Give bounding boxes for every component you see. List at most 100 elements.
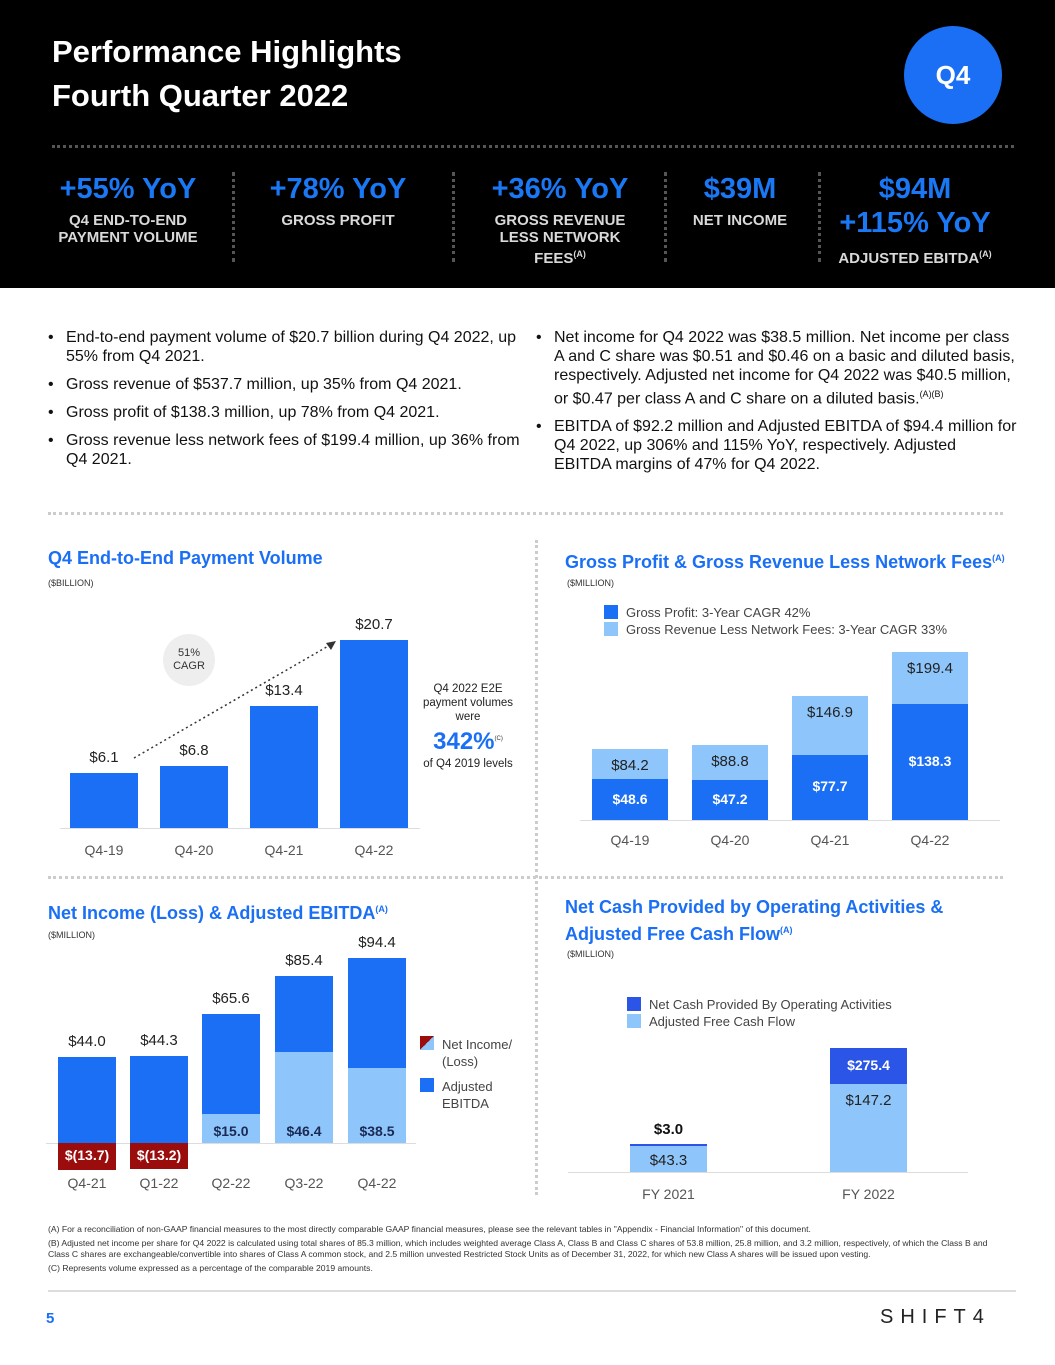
- footnote: (B) Adjusted net income per share for Q4…: [48, 1238, 988, 1259]
- baseline: [46, 1143, 416, 1144]
- chart-title-net-income: Net Income (Loss) & Adjusted EBITDA(A): [48, 903, 388, 923]
- bullet: Net income for Q4 2022 was $38.5 million…: [532, 328, 1017, 408]
- quarter-badge: Q4: [904, 26, 1002, 124]
- baseline: [568, 1172, 968, 1173]
- gross-profit-label: $47.2: [712, 791, 748, 808]
- divider: [535, 540, 538, 1195]
- kpi-gross-revenue: +36% YoY GROSS REVENUE LESS NETWORK FEES(…: [491, 173, 629, 267]
- kpi-gross-profit: +78% YoY GROSS PROFIT: [269, 173, 407, 229]
- x-tick-label: Q4-20: [710, 832, 750, 848]
- bar-net-cash: [830, 1047, 907, 1084]
- bar-gross-profit: [592, 779, 668, 820]
- bar-net-income: [348, 1067, 406, 1143]
- bar-gross-profit: [792, 754, 868, 820]
- bullets-left: End-to-end payment volume of $20.7 billi…: [44, 328, 524, 478]
- footnote: (A) For a reconciliation of non-GAAP fin…: [48, 1224, 811, 1234]
- bullet: Gross revenue less network fees of $199.…: [44, 431, 524, 469]
- legend: Net Income/ (Loss) Adjusted EBITDA: [420, 1036, 520, 1112]
- chart-unit: ($MILLION): [48, 930, 96, 940]
- bar-Q4-20: [160, 766, 228, 828]
- gross-revenue-label: $199.4: [907, 660, 953, 678]
- bullet: Gross profit of $138.3 million, up 78% f…: [44, 403, 524, 422]
- x-tick-label: Q4-22: [357, 1175, 397, 1191]
- ebitda-label: $44.0: [68, 1032, 106, 1050]
- divider: [48, 876, 1003, 879]
- legend-net-cash: Net Cash Provided By Operating Activitie…: [627, 996, 892, 1013]
- footnotes: (A) For a reconciliation of non-GAAP fin…: [48, 1224, 1008, 1277]
- net-cash-label: $275.4: [847, 1056, 890, 1073]
- x-tick-label: Q4-22: [354, 842, 394, 858]
- chart-unit: ($MILLION): [567, 949, 615, 959]
- header-banner: Performance Highlights Fourth Quarter 202…: [0, 0, 1055, 288]
- net-cash-label: $3.0: [653, 1121, 684, 1139]
- divider: [232, 172, 235, 262]
- x-tick-label: FY 2022: [842, 1186, 895, 1202]
- ebitda-label: $65.6: [212, 990, 250, 1008]
- x-tick-label: Q4-20: [174, 842, 214, 858]
- bar-Q4-21: [250, 706, 318, 828]
- chart-unit: ($MILLION): [567, 578, 615, 588]
- page-number: 5: [46, 1310, 55, 1327]
- bullet: Gross revenue of $537.7 million, up 35% …: [44, 375, 524, 394]
- x-tick-label: Q1-22: [139, 1175, 179, 1191]
- divider: [818, 172, 821, 262]
- net-income-label: $46.4: [286, 1123, 322, 1139]
- x-tick-label: Q4-22: [910, 832, 950, 848]
- chart-title-gross-profit: Gross Profit & Gross Revenue Less Networ…: [565, 552, 1005, 572]
- x-tick-label: Q3-22: [284, 1175, 324, 1191]
- gross-profit-label: $48.6: [612, 790, 648, 807]
- bullets-right: Net income for Q4 2022 was $38.5 million…: [532, 328, 1017, 483]
- kpi-adjusted-ebitda: $94M +115% YoY ADJUSTED EBITDA(A): [838, 173, 992, 267]
- bar-net-loss: [130, 1143, 188, 1169]
- chart-title-e2e: Q4 End-to-End Payment Volume: [48, 548, 323, 568]
- divider: [52, 145, 1014, 148]
- legend-fcf: Adjusted Free Cash Flow: [627, 1013, 892, 1030]
- x-tick-label: FY 2021: [642, 1186, 695, 1202]
- legend-gross-profit: Gross Profit: 3-Year CAGR 42%: [604, 604, 947, 621]
- ebitda-label: $44.3: [140, 1032, 178, 1050]
- kpi-net-income: $39M NET INCOME: [692, 173, 788, 229]
- bar-net-income: [275, 1052, 333, 1143]
- gross-profit-label: $138.3: [908, 752, 952, 769]
- data-label: $13.4: [265, 682, 303, 700]
- net-income-label: $15.0: [213, 1123, 249, 1139]
- net-income-label: $(13.7): [64, 1147, 110, 1163]
- bar-Q4-19: [70, 772, 138, 828]
- bar-adjusted-ebitda: [58, 1056, 116, 1143]
- legend-net-income: Net Income/ (Loss): [420, 1036, 520, 1070]
- bar-net-loss: [58, 1143, 116, 1170]
- ebitda-label: $85.4: [285, 951, 323, 969]
- chart-unit: ($BILLION): [48, 578, 94, 588]
- bar-Q4-22: [340, 640, 408, 828]
- net-income-label: $(13.2): [136, 1147, 182, 1163]
- legend-adjusted-ebitda: Adjusted EBITDA: [420, 1078, 520, 1112]
- legend: Gross Profit: 3-Year CAGR 42% Gross Reve…: [604, 604, 947, 638]
- bar-net-cash: [630, 1144, 707, 1147]
- data-label: $20.7: [355, 616, 393, 634]
- gross-revenue-label: $146.9: [807, 704, 853, 722]
- fcf-label: $147.2: [845, 1091, 892, 1109]
- bar-gross-profit: [692, 780, 768, 820]
- cagr-bubble: 51% CAGR: [163, 634, 215, 686]
- shift4-logo: SHIFT4: [880, 1306, 991, 1328]
- bar-gross-profit: [892, 703, 968, 820]
- x-tick-label: Q4-21: [264, 842, 304, 858]
- gross-revenue-label: $88.8: [711, 753, 749, 771]
- gross-revenue-label: $84.2: [611, 757, 649, 775]
- x-tick-label: Q2-22: [211, 1175, 251, 1191]
- page-title: Performance Highlights Fourth Quarter 202…: [52, 34, 402, 113]
- footnote: (C) Represents volume expressed as a per…: [48, 1263, 373, 1273]
- baseline: [60, 828, 420, 829]
- fcf-label: $43.3: [649, 1152, 688, 1170]
- net-income-label: $38.5: [359, 1123, 395, 1139]
- x-tick-label: Q4-19: [610, 832, 650, 848]
- legend-gross-revenue: Gross Revenue Less Network Fees: 3-Year …: [604, 621, 947, 638]
- bar-net-income: [202, 1113, 260, 1143]
- divider: [452, 172, 455, 262]
- kpi-payment-volume: +55% YoY Q4 END-TO-END PAYMENT VOLUME: [58, 173, 198, 246]
- divider: [664, 172, 667, 262]
- gross-profit-label: $77.7: [812, 778, 848, 795]
- x-tick-label: Q4-21: [67, 1175, 107, 1191]
- divider: [48, 512, 1003, 515]
